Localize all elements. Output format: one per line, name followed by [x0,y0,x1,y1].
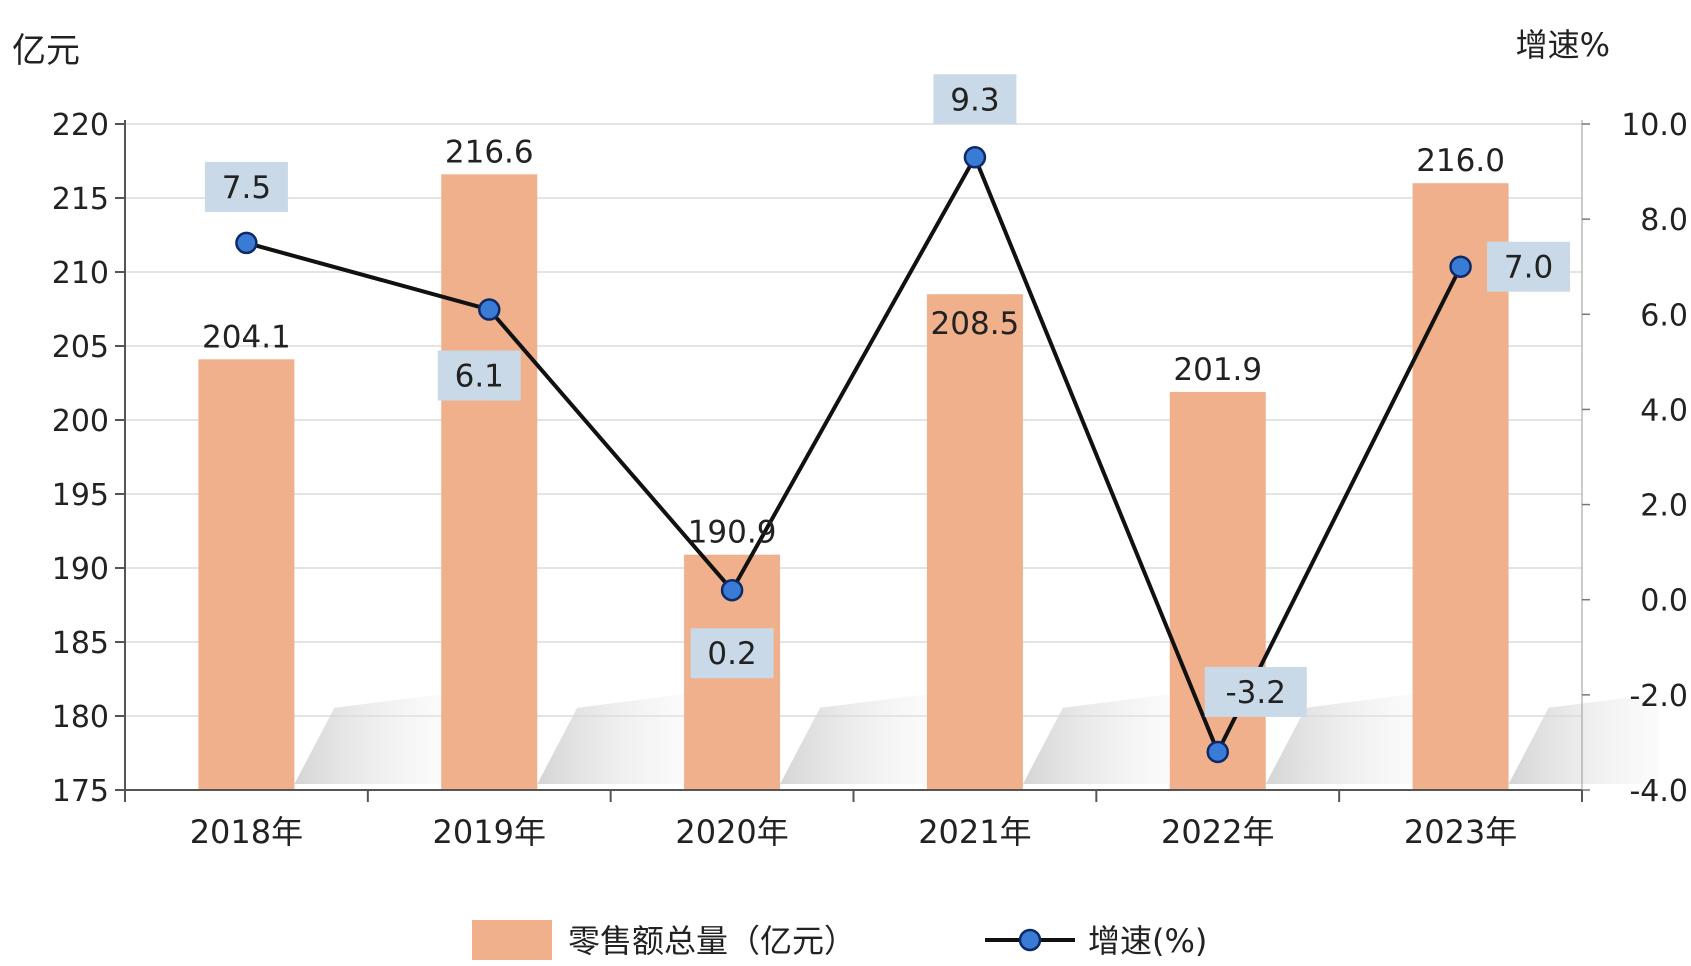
x-tick-label: 2022年 [1161,813,1274,851]
y-right-tick-label: 0.0 [1640,584,1688,619]
growth-label-box [933,74,1017,125]
growth-marker [235,231,258,255]
growth-label-box [204,161,288,212]
growth-label-box [1204,666,1307,717]
y-right-tick-label: 6.0 [1640,298,1688,333]
decorative-shadows [294,693,1659,784]
growth-marker [1206,740,1229,764]
bar-value-label: 190.9 [688,515,777,551]
growth-marker [963,146,987,169]
bar-shadow [537,693,688,784]
growth-label-box [690,628,774,679]
bar [1169,391,1266,790]
x-tick-label: 2021年 [918,813,1031,851]
y-left-tick-label: 175 [52,774,109,809]
growth-value-label: -3.2 [1226,675,1287,711]
bar-value-label: 201.9 [1173,352,1262,388]
x-tick-label: 2020年 [675,813,788,851]
y-left-tick-label: 220 [52,108,109,143]
growth-marker [1449,255,1472,278]
growth-value-label: 7.0 [1504,250,1553,286]
y-left-tick-label: 200 [52,404,109,439]
y-right-tick-label: -4.0 [1629,774,1688,809]
bar [926,294,1023,790]
growth-marker [720,578,744,602]
legend-bar-swatch [472,920,552,960]
bar-shadow [1022,693,1173,784]
x-tick-label: 2023年 [1404,813,1517,851]
bar-shadow [780,693,931,784]
legend-line-label: 增速(%) [1088,922,1207,960]
growth-label-box [437,350,521,401]
data-labels: 204.1 216.6 190.9 208.5 201.9 216.0 7.5 6.1 0.2 9… [202,74,1571,717]
x-tick-label: 2018年 [190,813,303,851]
bar [198,359,295,790]
y-left-tick-label: 195 [52,478,109,513]
bar [441,174,538,790]
axes: 175 180 185 190 195 200 205 210 215 220 -4.0 -2.0 0.… [12,26,1688,851]
growth-value-label: 7.5 [222,170,271,206]
y-right-tick-label: 8.0 [1640,203,1688,238]
growth-label-box [1487,241,1571,292]
growth-marker [478,298,501,321]
x-tick-label: 2019年 [433,813,546,851]
y-left-tick-label: 185 [52,626,109,661]
legend-line-marker [1018,928,1042,952]
y-right-tick-label: 4.0 [1640,393,1688,428]
y-left-axis-title: 亿元 [12,31,80,71]
legend-bar-label: 零售额总量（亿元） [568,922,856,960]
y-left-tick-label: 210 [52,256,109,291]
bar-value-label: 208.5 [931,306,1020,342]
y-left-tick-label: 215 [52,182,109,217]
y-right-tick-label: 10.0 [1621,108,1688,143]
y-right-tick-label: 2.0 [1640,489,1688,524]
bar-value-label: 216.0 [1416,143,1505,179]
y-left-tick-label: 205 [52,330,109,365]
y-left-tick-label: 190 [52,552,109,587]
bar-value-label: 204.1 [202,319,291,355]
bar-value-label: 216.6 [445,134,534,170]
growth-value-label: 6.1 [455,359,504,395]
y-right-axis-title: 增速% [1516,26,1610,64]
legend: 零售额总量（亿元） 增速(%) [472,920,1207,960]
bar-shadow [294,693,445,784]
bar-series [198,174,1509,790]
y-right-tick-label: -2.0 [1629,679,1688,714]
y-left-tick-label: 180 [52,700,109,735]
bar-shadow [1508,693,1659,784]
growth-value-label: 9.3 [950,82,999,118]
growth-value-label: 0.2 [707,636,756,672]
growth-line [245,155,1463,754]
